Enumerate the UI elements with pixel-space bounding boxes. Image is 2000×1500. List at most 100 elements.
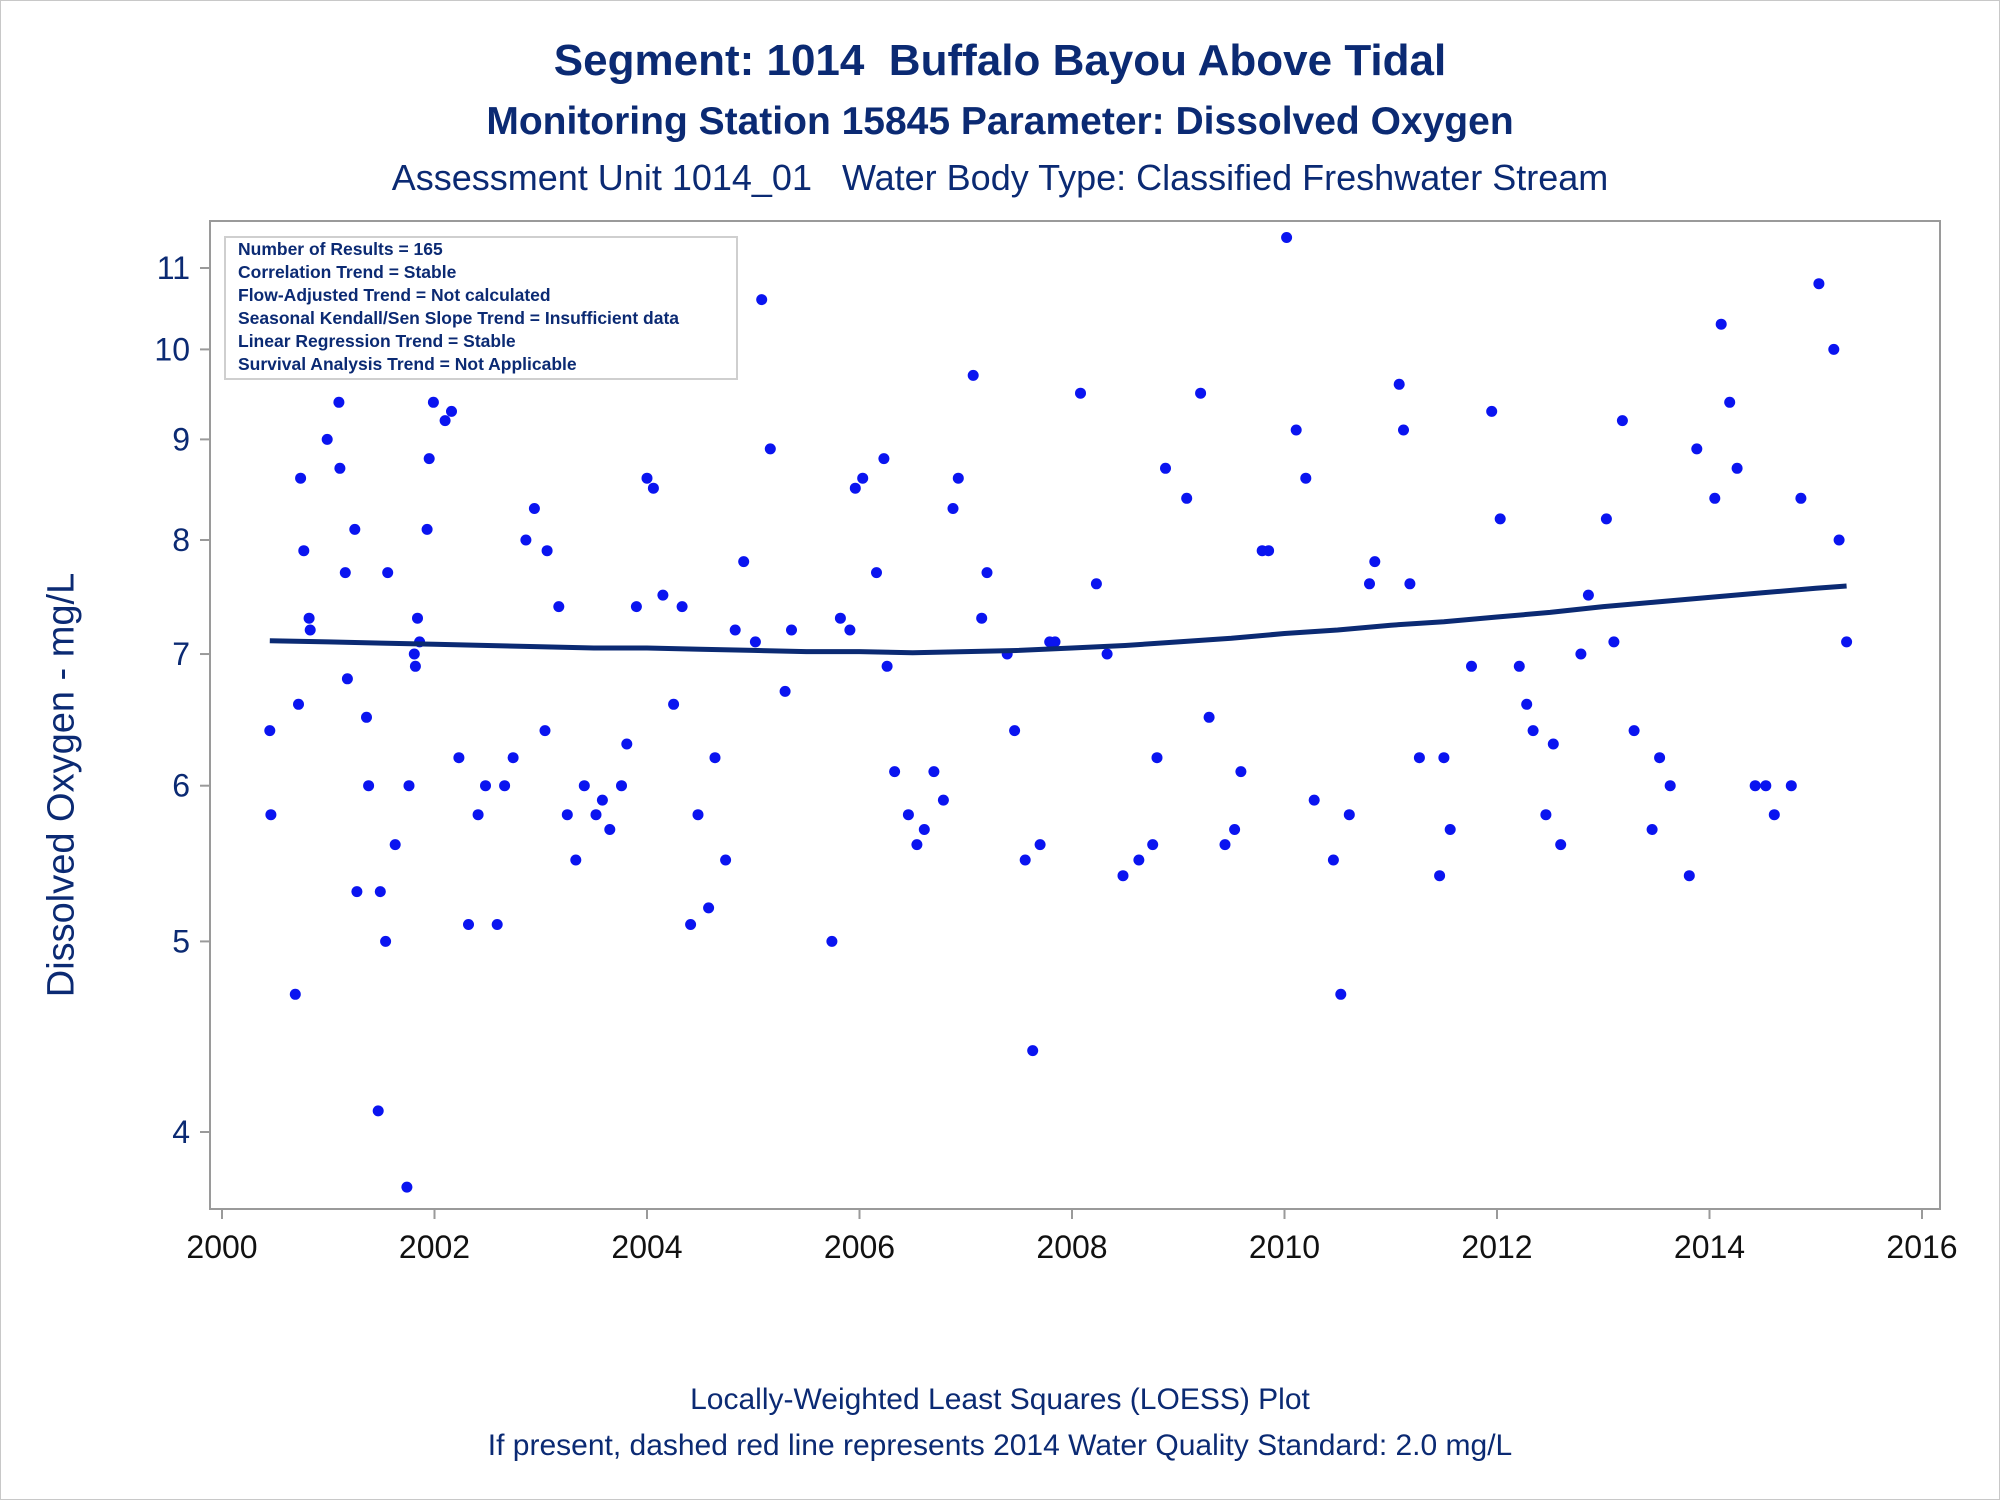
data-point	[374, 886, 386, 898]
footnote-water-quality-standard: If present, dashed red line represents 2…	[487, 1429, 1513, 1462]
data-point	[720, 854, 732, 866]
chart-title: Segment: 1014 Buffalo Bayou Above Tidal	[553, 36, 1447, 85]
data-points	[264, 232, 1853, 1193]
data-point	[289, 988, 301, 1000]
stat-flow-adjusted-trend: Flow-Adjusted Trend = Not calculated	[238, 285, 551, 305]
data-point	[928, 766, 940, 778]
data-point	[339, 567, 351, 579]
data-point	[616, 780, 627, 792]
data-point	[409, 660, 421, 672]
y-tick-label: 5	[172, 923, 190, 959]
data-point	[756, 294, 768, 306]
plot-area	[209, 220, 1941, 1210]
data-point	[1646, 824, 1658, 835]
data-point	[351, 886, 363, 898]
data-point	[520, 534, 532, 546]
data-point	[264, 725, 276, 737]
data-point	[1527, 725, 1539, 737]
data-point	[1281, 232, 1293, 243]
data-point	[1664, 780, 1676, 792]
data-point	[304, 624, 316, 636]
data-point	[1009, 725, 1021, 737]
data-point	[341, 673, 353, 685]
data-point	[427, 396, 439, 408]
data-point	[1616, 415, 1628, 427]
data-point	[709, 752, 721, 764]
data-point	[889, 766, 901, 778]
data-point	[561, 809, 573, 821]
data-point	[1731, 462, 1743, 474]
data-point	[334, 462, 346, 474]
data-point	[1486, 405, 1498, 417]
data-point	[423, 453, 435, 465]
data-point	[1019, 854, 1031, 866]
data-point	[1413, 752, 1425, 764]
data-point	[333, 396, 345, 408]
y-tick-label: 9	[172, 421, 190, 457]
data-point	[647, 482, 659, 494]
data-point	[1683, 870, 1695, 882]
data-point	[692, 809, 704, 821]
data-point	[764, 443, 776, 455]
data-point	[844, 624, 856, 636]
data-point	[1195, 387, 1207, 399]
data-point	[303, 612, 315, 624]
data-point	[1404, 578, 1416, 590]
data-point	[630, 601, 642, 613]
data-point	[491, 919, 503, 930]
data-point	[1335, 988, 1347, 1000]
data-point	[1760, 780, 1772, 792]
data-point	[1343, 809, 1355, 821]
data-point	[1466, 660, 1477, 672]
data-point	[1090, 578, 1102, 590]
data-point	[578, 780, 590, 792]
data-point	[1327, 854, 1339, 866]
data-point	[295, 472, 307, 484]
data-point	[421, 523, 433, 535]
data-point	[401, 1181, 413, 1193]
y-tick-label: 4	[172, 1114, 190, 1150]
data-point	[911, 839, 923, 851]
data-point	[604, 824, 616, 835]
data-point	[1438, 752, 1450, 764]
data-point	[1575, 648, 1587, 660]
data-point	[1263, 545, 1275, 557]
data-point	[408, 648, 420, 660]
data-point	[1608, 636, 1620, 648]
data-point	[1160, 462, 1171, 474]
data-point	[389, 839, 401, 851]
data-point	[539, 725, 551, 737]
data-point	[1444, 824, 1456, 835]
data-point	[507, 752, 519, 764]
data-point	[703, 902, 715, 914]
data-point	[976, 612, 988, 624]
data-point	[1749, 780, 1761, 792]
x-tick-label: 2014	[1674, 1229, 1745, 1265]
data-point	[1828, 343, 1840, 355]
data-point	[1398, 424, 1409, 436]
x-tick-label: 2004	[611, 1229, 682, 1265]
y-axis-label: Dissolved Oxygen - mg/L	[40, 572, 83, 998]
data-point	[1393, 378, 1405, 390]
data-point	[321, 433, 333, 445]
data-point	[446, 405, 457, 417]
data-point	[1434, 870, 1446, 882]
data-point	[1628, 725, 1640, 737]
data-point	[541, 545, 553, 557]
y-tick-label: 6	[172, 768, 190, 804]
stat-linear-regression-trend: Linear Regression Trend = Stable	[238, 331, 516, 351]
data-point	[472, 809, 484, 821]
data-point	[1547, 738, 1559, 750]
data-point	[1841, 636, 1853, 648]
x-tick-label: 2010	[1249, 1229, 1320, 1265]
data-point	[380, 935, 392, 947]
data-point	[967, 369, 979, 381]
data-point	[1715, 318, 1727, 330]
data-point	[1555, 839, 1567, 851]
y-tick-label: 7	[172, 636, 190, 672]
data-point	[871, 567, 882, 579]
data-point	[1513, 660, 1525, 672]
stat-number-of-results: Number of Results = 165	[238, 239, 443, 259]
data-point	[849, 482, 861, 494]
